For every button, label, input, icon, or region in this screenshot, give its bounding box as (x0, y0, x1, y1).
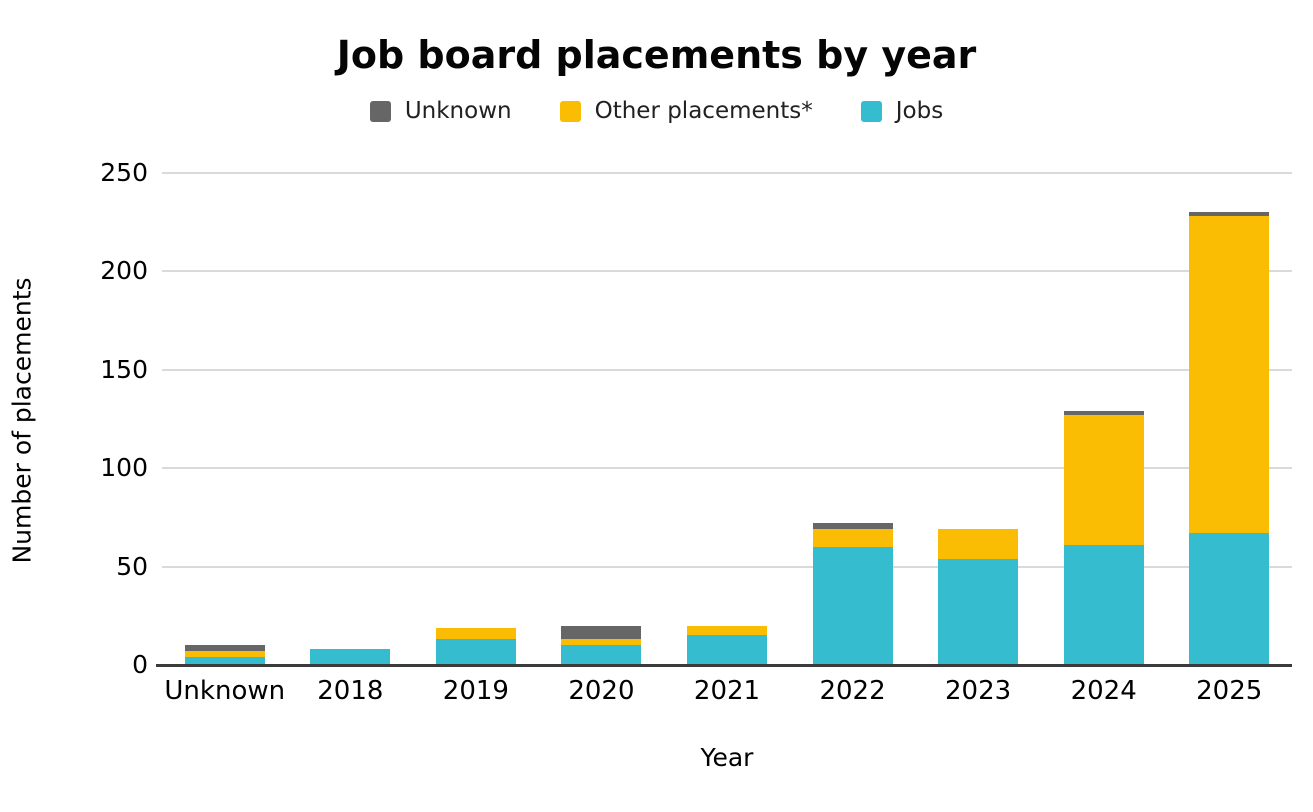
bar-segment-2021-other-placements (687, 625, 767, 636)
legend-item-unknown: Unknown (369, 98, 512, 124)
legend-item-jobs: Jobs (860, 98, 944, 124)
x-tick-label-2021: 2021 (693, 676, 761, 706)
legend-swatch-jobs (860, 100, 882, 122)
x-tick-label-2024: 2024 (1070, 676, 1137, 706)
legend-swatch-unknown (369, 100, 391, 122)
gridline-150 (162, 368, 1292, 371)
chart-title: Job board placements by year (336, 33, 977, 77)
legend: Unknown Other placements* Jobs (0, 98, 1313, 124)
bar-2024 (1063, 411, 1144, 665)
bar-unknown (184, 645, 265, 665)
gridline-250 (162, 172, 1292, 174)
bar-2022 (812, 523, 893, 665)
gridline-100 (162, 467, 1292, 470)
bar-segment-2023-other-placements (938, 529, 1019, 559)
x-tick-label-2023: 2023 (945, 676, 1012, 706)
y-tick-label-100: 100 (100, 453, 148, 483)
x-axis-title: Year (700, 743, 754, 772)
gridline-200 (162, 270, 1292, 273)
x-tick-label-2020: 2020 (568, 676, 635, 706)
y-tick-label-150: 150 (100, 354, 148, 384)
legend-item-other-placements: Other placements* (559, 98, 813, 124)
x-tick-label-2025: 2025 (1196, 676, 1263, 706)
bar-segment-2020-unknown (561, 625, 642, 640)
x-axis-line (156, 664, 1292, 667)
bar-segment-2022-other-placements (812, 529, 893, 547)
bar-segment-unknown-jobs (184, 657, 265, 665)
bar-segment-2018-jobs (310, 649, 391, 665)
bar-segment-2020-other-placements (561, 639, 642, 646)
bar-2021 (687, 625, 767, 665)
y-tick-label-200: 200 (100, 256, 148, 286)
bar-2020 (561, 625, 642, 665)
bar-2018 (310, 649, 391, 665)
y-tick-label-250: 250 (100, 158, 148, 187)
bar-segment-2022-jobs (812, 546, 893, 665)
bar-segment-2021-jobs (687, 635, 767, 665)
legend-swatch-other-placements (559, 100, 581, 122)
x-tick-label-2022: 2022 (819, 676, 886, 706)
bar-segment-2019-jobs (435, 639, 516, 665)
bar-segment-2024-unknown (1063, 411, 1144, 416)
bar-2019 (435, 627, 516, 665)
bar-segment-2024-jobs (1063, 544, 1144, 665)
bar-segment-2025-jobs (1189, 533, 1270, 665)
gridline-50 (162, 565, 1292, 568)
bar-segment-2025-other-placements (1189, 216, 1270, 534)
bar-segment-2022-unknown (812, 523, 893, 530)
legend-label-other-placements: Other placements* (594, 98, 813, 124)
legend-label-jobs: Jobs (895, 98, 944, 124)
bar-segment-2019-other-placements (435, 627, 516, 640)
bar-segment-unknown-other-placements (184, 651, 265, 658)
x-tick-label-2018: 2018 (317, 676, 384, 706)
legend-label-unknown: Unknown (404, 98, 512, 124)
bar-2023 (938, 529, 1019, 665)
x-tick-label-2019: 2019 (442, 676, 509, 706)
bar-segment-2025-unknown (1189, 212, 1270, 217)
x-tick-label-unknown: Unknown (164, 676, 286, 706)
bar-segment-2020-jobs (561, 645, 642, 665)
bar-segment-2023-jobs (938, 558, 1019, 665)
y-tick-label-50: 50 (116, 551, 148, 581)
bar-2025 (1189, 212, 1270, 665)
bar-segment-2024-other-placements (1063, 415, 1144, 545)
y-tick-label-0: 0 (132, 650, 148, 679)
bar-segment-unknown-unknown (184, 645, 265, 652)
